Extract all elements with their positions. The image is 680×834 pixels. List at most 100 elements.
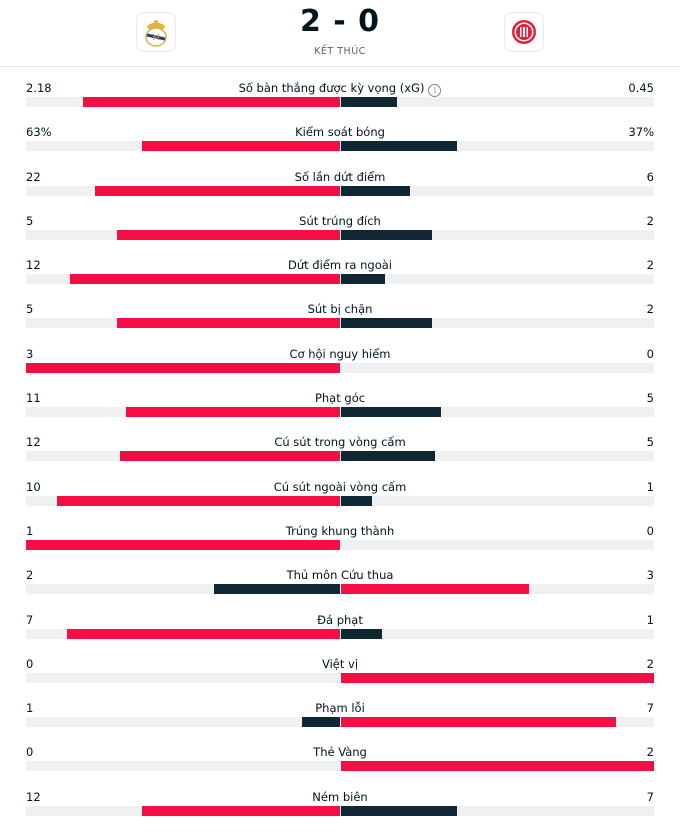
stat-label-text: Kiểm soát bóng [295, 125, 385, 140]
home-stat-bar [142, 141, 340, 152]
stat-label: Trúng khung thành [0, 524, 680, 538]
home-stat-value: 12 [26, 789, 41, 804]
home-bar-track [26, 628, 340, 639]
away-bar-track [341, 451, 654, 462]
stat-row: 63% Kiểm soát bóng 37% [0, 125, 680, 169]
home-stat-value: 12 [26, 258, 41, 273]
home-bar-track [26, 318, 340, 329]
away-stat-bar [341, 495, 373, 506]
away-stat-value: 2 [646, 302, 654, 317]
stat-row: 2 Thủ môn Cứu thua 3 [0, 568, 680, 612]
away-stat-value: 6 [646, 169, 654, 184]
stat-row: 12 Ném biên 7 [0, 790, 680, 834]
stat-row: 1 Trúng khung thành 0 [0, 524, 680, 568]
home-bar-track [26, 141, 340, 152]
home-stat-value: 0 [26, 656, 34, 671]
away-stat-value: 7 [646, 789, 654, 804]
home-bar-track [26, 672, 340, 683]
home-bar-track [26, 185, 340, 196]
away-bar-track [341, 229, 654, 240]
home-stat-value: 1 [26, 701, 34, 716]
stat-label-text: Thẻ Vàng [313, 745, 367, 760]
home-stat-value: 1 [26, 523, 34, 538]
home-stat-value: 5 [26, 302, 34, 317]
home-bar-track [26, 495, 340, 506]
stat-label: Việt vị [0, 657, 680, 671]
away-stat-value: 2 [646, 213, 654, 228]
home-stat-value: 22 [26, 169, 41, 184]
stat-label-text: Số bàn thắng được kỳ vọng (xG) [238, 81, 425, 95]
away-stat-value: 1 [646, 612, 654, 627]
away-bar-track [341, 805, 654, 816]
away-stat-bar [341, 451, 435, 462]
away-stat-bar [341, 805, 457, 816]
home-stat-bar [214, 584, 340, 595]
stat-row: 10 Cú sút ngoài vòng cấm 1 [0, 480, 680, 524]
away-bar-track [341, 672, 654, 683]
away-stat-bar [341, 584, 529, 595]
stat-label-text: Sút bị chặn [307, 302, 373, 317]
match-header: M 2 - 0 KẾT THÚC [0, 0, 680, 67]
home-team-logo[interactable]: M [136, 12, 176, 52]
stat-label: Thẻ Vàng [0, 745, 680, 759]
away-bar-track [341, 539, 654, 550]
home-stat-value: 3 [26, 346, 34, 361]
stats-list: 2.18 Số bàn thắng được kỳ vọng (xG) i 0.45 6… [0, 81, 680, 834]
away-stat-value: 2 [646, 745, 654, 760]
away-stat-value: 2 [646, 258, 654, 273]
home-bar-track [26, 717, 340, 728]
home-stat-bar [117, 229, 340, 240]
stat-label-text: Dứt điểm ra ngoài [287, 258, 393, 273]
stat-label: Dứt điểm ra ngoài [0, 258, 680, 272]
stat-label-text: Ném biên [312, 789, 368, 804]
stat-label: Số bàn thắng được kỳ vọng (xG) i [0, 81, 680, 97]
match-score: 2 - 0 [299, 4, 381, 39]
away-stat-bar [341, 628, 382, 639]
away-bar-track [341, 185, 654, 196]
away-stat-value: 3 [646, 568, 654, 583]
home-stat-value: 63% [26, 125, 52, 140]
stat-row: 3 Cơ hội nguy hiểm 0 [0, 347, 680, 391]
home-stat-value: 12 [26, 435, 41, 450]
home-stat-bar [26, 539, 340, 550]
stat-label: Đá phạt [0, 613, 680, 627]
stat-label: Ném biên [0, 790, 680, 804]
away-stat-bar [341, 672, 654, 683]
away-stat-bar [341, 407, 442, 418]
stat-label-text: Việt vị [321, 656, 359, 671]
stat-row: 22 Số lần dứt điểm 6 [0, 170, 680, 214]
home-bar-track [26, 229, 340, 240]
stat-label: Phạm lỗi [0, 701, 680, 715]
home-stat-bar [69, 274, 340, 285]
away-stat-value: 37% [628, 125, 654, 140]
home-stat-value: 10 [26, 479, 41, 494]
home-stat-bar [117, 318, 340, 329]
home-stat-bar [126, 407, 340, 418]
away-bar-track [341, 407, 654, 418]
away-stat-bar [341, 141, 457, 152]
info-icon[interactable]: i [428, 84, 442, 97]
stat-row: 1 Phạm lỗi 7 [0, 701, 680, 745]
away-stat-bar [341, 97, 398, 107]
away-bar-track [341, 318, 654, 329]
stat-label: Kiểm soát bóng [0, 125, 680, 139]
home-stat-value: 11 [26, 391, 41, 406]
away-stat-value: 5 [646, 391, 654, 406]
stat-row: 5 Sút trúng đích 2 [0, 214, 680, 258]
away-bar-track [341, 628, 654, 639]
away-team-logo[interactable] [504, 12, 544, 52]
stat-label-text: Sút trúng đích [299, 213, 381, 228]
away-bar-track [341, 495, 654, 506]
away-stat-bar [341, 274, 385, 285]
home-bar-track [26, 539, 340, 550]
home-stat-bar [26, 362, 340, 373]
away-stat-bar [341, 761, 654, 772]
home-bar-track [26, 805, 340, 816]
stat-row: 2.18 Số bàn thắng được kỳ vọng (xG) i 0.45 [0, 81, 680, 125]
stat-label: Cú sút ngoài vòng cấm [0, 480, 680, 494]
away-stat-bar [341, 229, 432, 240]
away-stat-bar [341, 717, 617, 728]
home-bar-track [26, 761, 340, 772]
stat-label-text: Thủ môn Cứu thua [286, 568, 394, 583]
stat-label-text: Đá phạt [317, 612, 363, 627]
